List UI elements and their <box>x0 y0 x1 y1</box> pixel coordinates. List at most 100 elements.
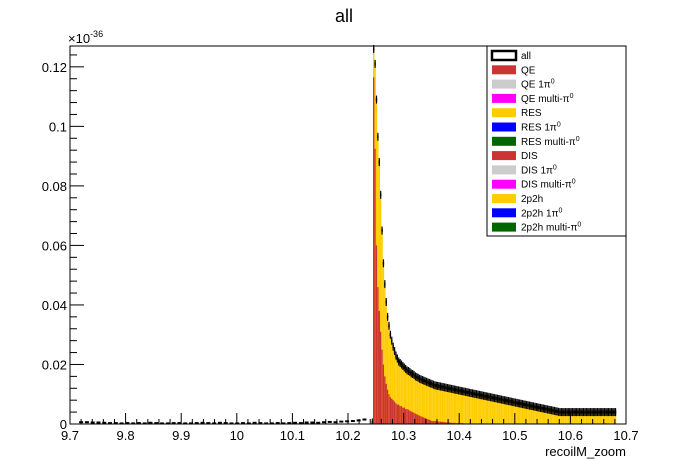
bar-total-fill <box>513 402 515 424</box>
bar-total-fill <box>585 412 588 424</box>
bar-qe <box>407 409 410 424</box>
bar-total-fill <box>612 412 614 424</box>
legend-swatch <box>492 108 516 118</box>
bar-total-fill <box>499 399 501 424</box>
bar-total-fill <box>503 400 506 424</box>
bar-total-fill <box>386 316 389 424</box>
bar-total-fill <box>425 381 428 424</box>
bar-qe <box>374 148 376 424</box>
bar-qe <box>382 364 385 424</box>
legend-label: QE <box>521 65 536 76</box>
bar-total-fill <box>485 396 487 424</box>
bar-qe <box>391 398 393 424</box>
bar-total-fill <box>421 379 424 424</box>
bar-qe <box>445 422 447 424</box>
bar-total-fill <box>443 387 446 424</box>
bar-total-fill <box>452 389 454 424</box>
bar-qe <box>400 406 403 424</box>
bar-qe <box>439 421 442 424</box>
bar-qe <box>423 417 425 424</box>
bar-total-fill <box>470 393 472 424</box>
bar-qe <box>404 409 407 424</box>
bar-qe <box>396 404 399 424</box>
chart-title: all <box>335 6 353 26</box>
legend-swatch <box>492 65 516 75</box>
legend-label: DIS 1π0 <box>521 164 557 176</box>
bar-total-fill <box>570 412 572 424</box>
bar-total-fill <box>449 388 451 424</box>
bar-total-fill <box>498 398 500 424</box>
legend-label: DIS <box>521 151 538 162</box>
bar-total-fill <box>587 412 589 424</box>
bar-qe <box>448 422 450 424</box>
bar-total-fill <box>563 412 565 424</box>
bar-total-fill <box>588 412 590 424</box>
bar-qe <box>421 416 424 424</box>
bar-total-fill <box>417 377 419 424</box>
bar-total-fill <box>552 410 554 424</box>
bar-qe <box>386 389 389 424</box>
bar-total-fill <box>414 376 417 424</box>
x-tick-label: 10.2 <box>335 428 360 443</box>
bar-total-fill <box>416 376 418 424</box>
bar-total-fill <box>455 389 457 424</box>
legend-label: RES <box>521 108 542 119</box>
bar-total-fill <box>461 391 464 424</box>
bar-qe <box>403 407 405 424</box>
bar-total-fill <box>545 409 547 424</box>
bar-total-fill <box>489 397 492 424</box>
bar-total-fill <box>482 395 485 424</box>
bar-total-fill <box>473 393 475 424</box>
bar-total-fill <box>548 409 550 424</box>
bar-qe <box>435 421 437 424</box>
x-tick-label: 9.9 <box>172 428 190 443</box>
bar-total-fill <box>553 410 556 424</box>
bar-qe <box>416 414 418 424</box>
bar-total-fill <box>534 406 536 424</box>
bar-qe <box>377 287 379 424</box>
bar-total-fill <box>518 403 521 424</box>
bar-total-fill <box>502 399 504 424</box>
bar-qe <box>450 422 453 424</box>
bar-total-fill <box>546 409 549 424</box>
y-tick-label: 0 <box>60 417 67 432</box>
bar-total-fill <box>510 401 513 424</box>
bar-qe <box>428 419 431 424</box>
legend-label: all <box>521 51 531 62</box>
bar-total-fill <box>521 404 524 424</box>
bar-total-fill <box>578 412 581 424</box>
bar-total-fill <box>517 403 519 424</box>
bar-total-fill <box>606 412 608 424</box>
legend: all QE QE 1π0 QE multi-π0 RES RES 1π0 RES mult… <box>486 45 627 237</box>
bar-qe <box>432 421 435 424</box>
bar-total-fill <box>434 385 436 424</box>
bar-total-fill <box>388 325 390 424</box>
bar-total-fill <box>582 412 585 424</box>
bar-total-fill <box>418 378 421 424</box>
bar-total-fill <box>432 384 435 424</box>
bar-total-fill <box>406 370 408 424</box>
bar-qe <box>406 409 408 424</box>
bar-total-fill <box>605 412 607 424</box>
bar-total-fill <box>500 399 503 424</box>
legend-swatch <box>492 79 516 89</box>
bar-total-fill <box>496 398 499 424</box>
bar-total-fill <box>430 383 432 424</box>
bar-total-fill <box>420 379 422 424</box>
bar-total-fill <box>404 368 407 424</box>
bar-total-fill <box>377 136 379 424</box>
bar-total-fill <box>564 412 567 424</box>
x-axis: 9.7 9.8 9.9 10 10.1 10.2 10.3 10.4 10.5 10.6 10.7 <box>61 413 639 443</box>
bar-total-fill <box>491 397 493 424</box>
bar-total-fill <box>389 334 392 424</box>
bar-total-fill <box>438 386 440 424</box>
bar-qe <box>453 422 456 424</box>
x-tick-label: 9.7 <box>61 428 79 443</box>
bar-total-fill <box>512 401 514 424</box>
bar-qe <box>410 411 412 424</box>
bar-total-fill <box>450 388 453 424</box>
bar-total-fill <box>475 394 478 424</box>
bar-total-fill <box>575 412 578 424</box>
y-exponent-base: ×10 <box>68 31 90 46</box>
bar-total-fill <box>574 412 576 424</box>
